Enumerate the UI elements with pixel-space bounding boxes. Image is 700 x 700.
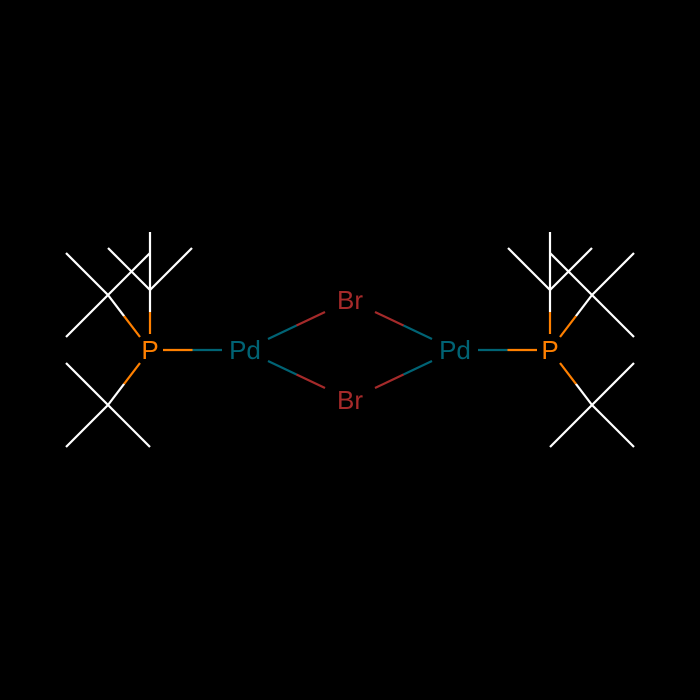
tbu-branch-0-2 [66, 295, 108, 337]
bond-Br2-Pd2 [375, 361, 432, 388]
tbu-branch-2-1 [150, 248, 192, 290]
tbu-stem-4 [560, 363, 592, 405]
bond-Pd1-Br2 [268, 361, 325, 388]
tbu-branch-0-1 [108, 253, 150, 295]
tbu-stem-1 [108, 363, 140, 405]
tbu-branch-5-0 [508, 248, 550, 290]
atom-P2: P [541, 335, 558, 365]
atom-P1: P [141, 335, 158, 365]
tbu-branch-2-0 [108, 248, 150, 290]
tbu-branch-4-2 [592, 363, 634, 405]
tbu-branch-1-2 [66, 363, 108, 405]
atom-Br1: Br [337, 285, 363, 315]
tbu-branch-0-0 [66, 253, 108, 295]
bond-Br1-Pd2 [375, 312, 432, 339]
tbu-branch-5-1 [550, 248, 592, 290]
atom-Pd1: Pd [229, 335, 261, 365]
molecule-diagram: P Pd Br Br Pd P [0, 0, 700, 700]
tbu-stem-0 [108, 295, 140, 337]
bond-Pd1-Br1 [268, 312, 325, 339]
atom-Br2: Br [337, 385, 363, 415]
tbu-stem-3 [560, 295, 592, 337]
tbu-branch-3-2 [592, 295, 634, 337]
tbu-branch-3-1 [550, 253, 592, 295]
tbu-branch-4-1 [550, 405, 592, 447]
tbu-branch-1-0 [66, 405, 108, 447]
tbu-branch-3-0 [592, 253, 634, 295]
tbu-branch-1-1 [108, 405, 150, 447]
tbu-branch-4-0 [592, 405, 634, 447]
atom-Pd2: Pd [439, 335, 471, 365]
